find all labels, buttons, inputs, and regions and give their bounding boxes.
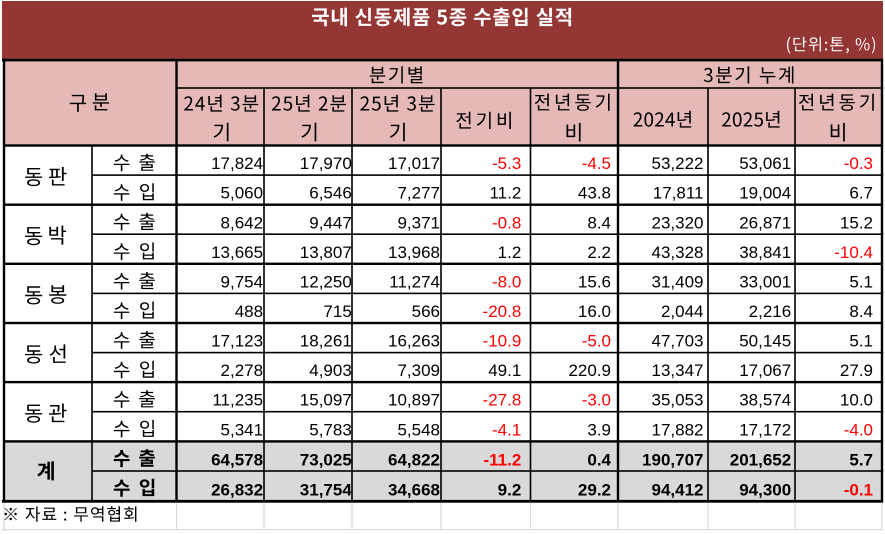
svg-text:33,001: 33,001 <box>739 272 791 291</box>
svg-text:47,703: 47,703 <box>652 332 704 351</box>
svg-text:16.0: 16.0 <box>578 302 611 321</box>
svg-text:11,274: 11,274 <box>389 272 440 291</box>
svg-text:220.9: 220.9 <box>568 361 611 380</box>
svg-text:15,097: 15,097 <box>300 391 352 410</box>
svg-text:23,320: 23,320 <box>652 213 704 232</box>
svg-text:0.4: 0.4 <box>587 451 611 470</box>
svg-text:8.4: 8.4 <box>587 213 611 232</box>
svg-text:64,822: 64,822 <box>388 451 440 470</box>
svg-text:5,341: 5,341 <box>221 420 264 439</box>
svg-text:-0.8: -0.8 <box>492 213 521 232</box>
svg-text:566: 566 <box>412 302 440 321</box>
svg-text:17,172: 17,172 <box>739 420 791 439</box>
svg-text:15.6: 15.6 <box>578 272 611 291</box>
svg-text:6.7: 6.7 <box>849 184 873 203</box>
svg-text:94,300: 94,300 <box>739 480 791 499</box>
svg-text:64,578: 64,578 <box>211 451 263 470</box>
svg-text:38,841: 38,841 <box>739 243 791 262</box>
svg-text:5,783: 5,783 <box>309 420 352 439</box>
svg-text:15.2: 15.2 <box>840 213 873 232</box>
svg-text:9,371: 9,371 <box>397 213 440 232</box>
svg-text:18,261: 18,261 <box>300 332 352 351</box>
svg-text:38,574: 38,574 <box>739 391 791 410</box>
svg-text:53,222: 53,222 <box>652 154 704 173</box>
svg-text:27.9: 27.9 <box>840 361 873 380</box>
svg-text:94,412: 94,412 <box>652 480 704 499</box>
svg-text:9,754: 9,754 <box>221 272 264 291</box>
svg-text:2.2: 2.2 <box>587 243 611 262</box>
svg-text:2,044: 2,044 <box>661 302 704 321</box>
svg-text:12,250: 12,250 <box>300 272 352 291</box>
svg-text:11.2: 11.2 <box>489 184 521 203</box>
svg-text:4,903: 4,903 <box>309 361 352 380</box>
svg-text:5.1: 5.1 <box>849 272 873 291</box>
svg-text:13,347: 13,347 <box>652 361 704 380</box>
svg-text:-3.0: -3.0 <box>582 391 611 410</box>
svg-text:50,145: 50,145 <box>739 332 791 351</box>
svg-text:17,970: 17,970 <box>300 154 352 173</box>
svg-text:10,897: 10,897 <box>388 391 440 410</box>
svg-text:53,061: 53,061 <box>739 154 791 173</box>
svg-text:-0.3: -0.3 <box>844 154 873 173</box>
svg-text:5,060: 5,060 <box>221 184 264 203</box>
svg-text:17,811: 17,811 <box>653 184 704 203</box>
svg-text:488: 488 <box>235 302 263 321</box>
svg-text:26,832: 26,832 <box>211 480 263 499</box>
svg-text:31,409: 31,409 <box>652 272 704 291</box>
svg-text:-10.4: -10.4 <box>834 243 873 262</box>
svg-text:7,309: 7,309 <box>397 361 440 380</box>
svg-text:-0.1: -0.1 <box>844 480 873 499</box>
svg-text:17,824: 17,824 <box>211 154 263 173</box>
svg-text:35,053: 35,053 <box>652 391 704 410</box>
svg-text:10.0: 10.0 <box>840 391 873 410</box>
svg-text:-4.0: -4.0 <box>844 420 873 439</box>
svg-text:34,668: 34,668 <box>388 480 440 499</box>
svg-text:43,328: 43,328 <box>652 243 704 262</box>
svg-text:-20.8: -20.8 <box>483 302 522 321</box>
svg-text:8,642: 8,642 <box>221 213 264 232</box>
svg-text:7,277: 7,277 <box>397 184 440 203</box>
svg-text:17,067: 17,067 <box>739 361 791 380</box>
svg-text:43.8: 43.8 <box>578 184 611 203</box>
svg-text:9.2: 9.2 <box>498 480 522 499</box>
svg-text:2,216: 2,216 <box>749 302 792 321</box>
svg-text:13,968: 13,968 <box>388 243 440 262</box>
svg-text:17,882: 17,882 <box>652 420 704 439</box>
svg-text:1.2: 1.2 <box>498 243 522 262</box>
svg-text:49.1: 49.1 <box>488 361 521 380</box>
svg-text:26,871: 26,871 <box>739 213 791 232</box>
svg-text:17,123: 17,123 <box>211 332 263 351</box>
svg-text:-10.9: -10.9 <box>483 332 522 351</box>
svg-text:-11.2: -11.2 <box>483 451 521 470</box>
svg-text:13,665: 13,665 <box>211 243 263 262</box>
svg-text:190,707: 190,707 <box>642 451 703 470</box>
svg-text:-5.0: -5.0 <box>582 332 611 351</box>
svg-text:201,652: 201,652 <box>730 451 791 470</box>
svg-text:31,754: 31,754 <box>300 480 353 499</box>
svg-text:6,546: 6,546 <box>309 184 352 203</box>
svg-text:19,004: 19,004 <box>739 184 791 203</box>
svg-text:5.1: 5.1 <box>849 332 873 351</box>
svg-text:29.2: 29.2 <box>578 480 611 499</box>
svg-text:73,025: 73,025 <box>300 451 352 470</box>
svg-text:-4.5: -4.5 <box>582 154 611 173</box>
svg-text:16,263: 16,263 <box>388 332 440 351</box>
svg-text:3.9: 3.9 <box>587 420 611 439</box>
svg-text:5,548: 5,548 <box>397 420 440 439</box>
svg-text:5.7: 5.7 <box>849 451 873 470</box>
svg-text:-8.0: -8.0 <box>492 272 521 291</box>
svg-text:-5.3: -5.3 <box>492 154 521 173</box>
svg-text:8.4: 8.4 <box>849 302 873 321</box>
svg-text:13,807: 13,807 <box>300 243 352 262</box>
svg-text:17,017: 17,017 <box>388 154 440 173</box>
svg-text:-4.1: -4.1 <box>492 420 521 439</box>
svg-text:11,235: 11,235 <box>212 391 263 410</box>
svg-text:715: 715 <box>323 302 351 321</box>
svg-text:9,447: 9,447 <box>309 213 352 232</box>
svg-text:-27.8: -27.8 <box>483 391 522 410</box>
svg-text:2,278: 2,278 <box>221 361 264 380</box>
